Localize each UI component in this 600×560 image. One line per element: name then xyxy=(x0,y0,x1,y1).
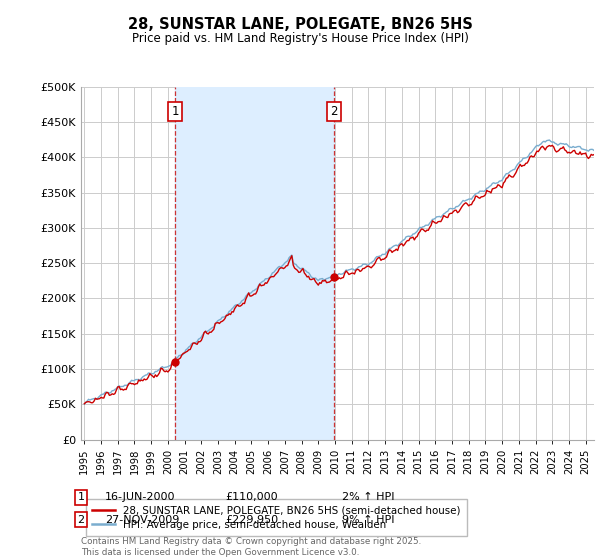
Text: £110,000: £110,000 xyxy=(225,492,278,502)
Bar xyxy=(175,87,334,440)
Text: 2% ↑ HPI: 2% ↑ HPI xyxy=(342,492,395,502)
Text: £229,950: £229,950 xyxy=(225,515,278,525)
Text: 2: 2 xyxy=(77,515,85,525)
Legend: 28, SUNSTAR LANE, POLEGATE, BN26 5HS (semi-detached house), HPI: Average price, : 28, SUNSTAR LANE, POLEGATE, BN26 5HS (se… xyxy=(86,500,467,536)
Text: 27-NOV-2009: 27-NOV-2009 xyxy=(105,515,179,525)
Text: 2: 2 xyxy=(330,105,337,118)
Text: Contains HM Land Registry data © Crown copyright and database right 2025.
This d: Contains HM Land Registry data © Crown c… xyxy=(81,537,421,557)
Text: 9% ↑ HPI: 9% ↑ HPI xyxy=(342,515,395,525)
Text: Price paid vs. HM Land Registry's House Price Index (HPI): Price paid vs. HM Land Registry's House … xyxy=(131,32,469,45)
Text: 16-JUN-2000: 16-JUN-2000 xyxy=(105,492,176,502)
Text: 28, SUNSTAR LANE, POLEGATE, BN26 5HS: 28, SUNSTAR LANE, POLEGATE, BN26 5HS xyxy=(128,17,472,32)
Text: 1: 1 xyxy=(77,492,85,502)
Text: 1: 1 xyxy=(172,105,179,118)
